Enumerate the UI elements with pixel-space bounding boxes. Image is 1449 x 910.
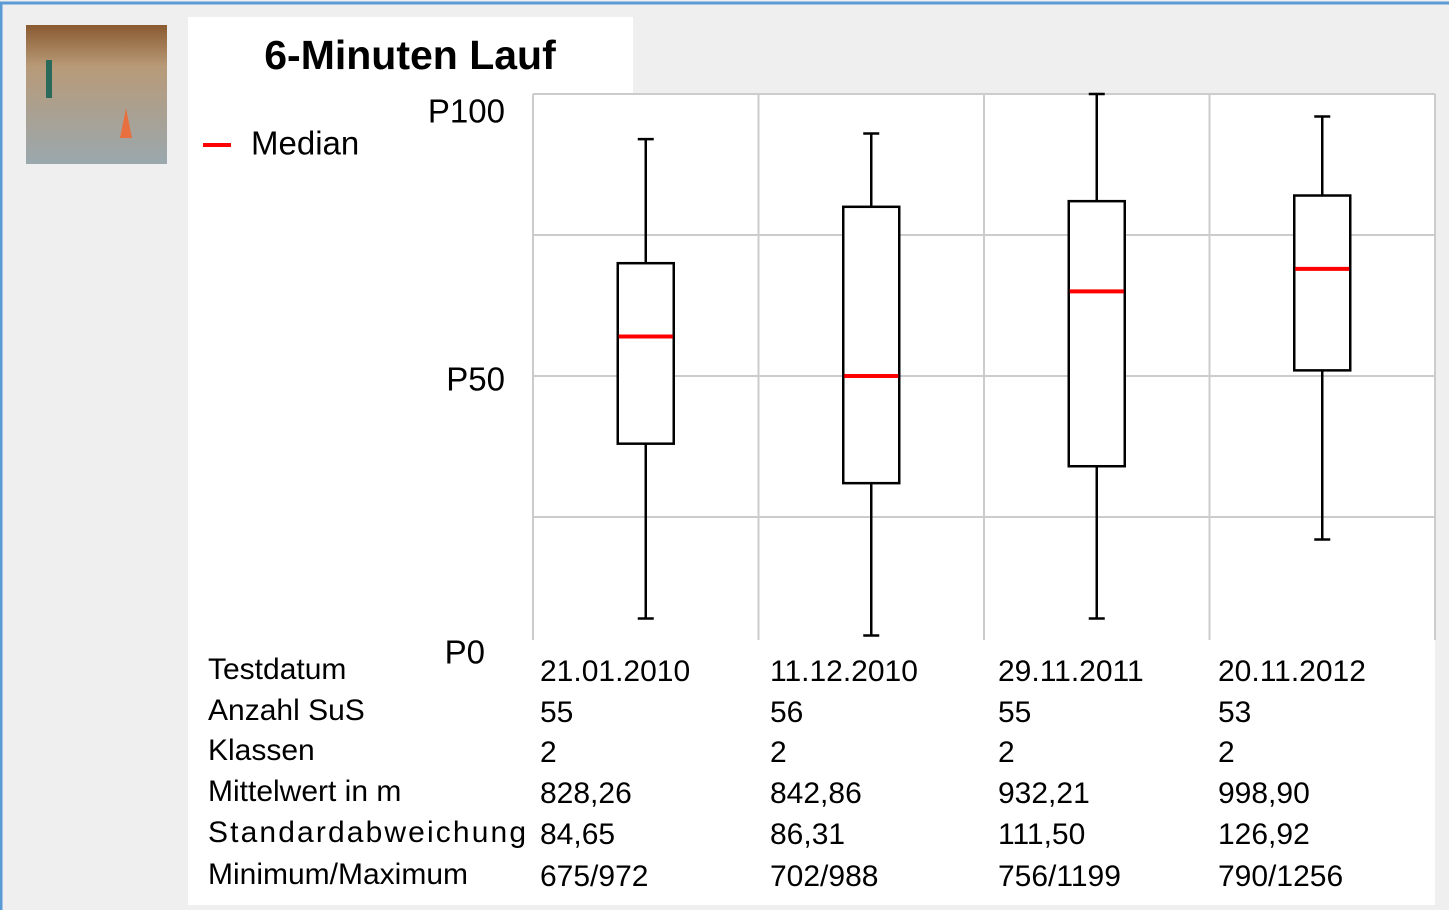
box [1069, 201, 1125, 466]
row-label: Klassen [208, 734, 315, 767]
table-cell: 675/972 [540, 860, 648, 893]
table-cell: 842,86 [770, 777, 862, 810]
row-label: Anzahl SuS [208, 694, 365, 727]
row-label: Standardabweichung [208, 816, 526, 849]
photo-thumbnail [26, 25, 167, 164]
x-tick-label: 29.11.2011 [998, 655, 1144, 688]
table-cell: 998,90 [1218, 777, 1310, 810]
table-cell: 111,50 [998, 818, 1085, 851]
table-cell: 932,21 [998, 777, 1090, 810]
table-cell: 86,31 [770, 818, 845, 851]
table-cell: 84,65 [540, 818, 615, 851]
y-tick-label: P100 [428, 93, 505, 130]
page: {"chart_data": {"type": "box", "title": … [0, 0, 1449, 910]
y-tick-label: P0 [445, 634, 485, 671]
row-label: Mittelwert in m [208, 775, 401, 808]
x-tick-label: 20.11.2012 [1218, 655, 1366, 688]
table-cell: 2 [770, 736, 787, 769]
row-label: Minimum/Maximum [208, 858, 468, 891]
table-cell: 2 [540, 736, 557, 769]
table-cell: 55 [540, 696, 573, 729]
table-cell: 55 [998, 696, 1031, 729]
table-cell: 756/1199 [998, 860, 1121, 893]
table-cell: 126,92 [1218, 818, 1310, 851]
row-label: Testdatum [208, 653, 346, 686]
chart-title: 6-Minuten Lauf [264, 32, 556, 78]
box [618, 263, 674, 443]
table-cell: 56 [770, 696, 803, 729]
table-cell: 790/1256 [1218, 860, 1343, 893]
table-cell: 702/988 [770, 860, 878, 893]
box [1294, 196, 1350, 371]
chart: 6-Minuten Lauf Median P0 P50 P100 Testdatum… [0, 0, 1449, 910]
table-cell: 2 [998, 736, 1015, 769]
legend-label: Median [251, 125, 359, 162]
table-cell: 53 [1218, 696, 1251, 729]
x-tick-label: 21.01.2010 [540, 655, 690, 688]
y-tick-label: P50 [446, 361, 505, 398]
box [843, 207, 899, 483]
x-tick-label: 11.12.2010 [770, 655, 918, 688]
table-cell: 828,26 [540, 777, 632, 810]
table-cell: 2 [1218, 736, 1235, 769]
